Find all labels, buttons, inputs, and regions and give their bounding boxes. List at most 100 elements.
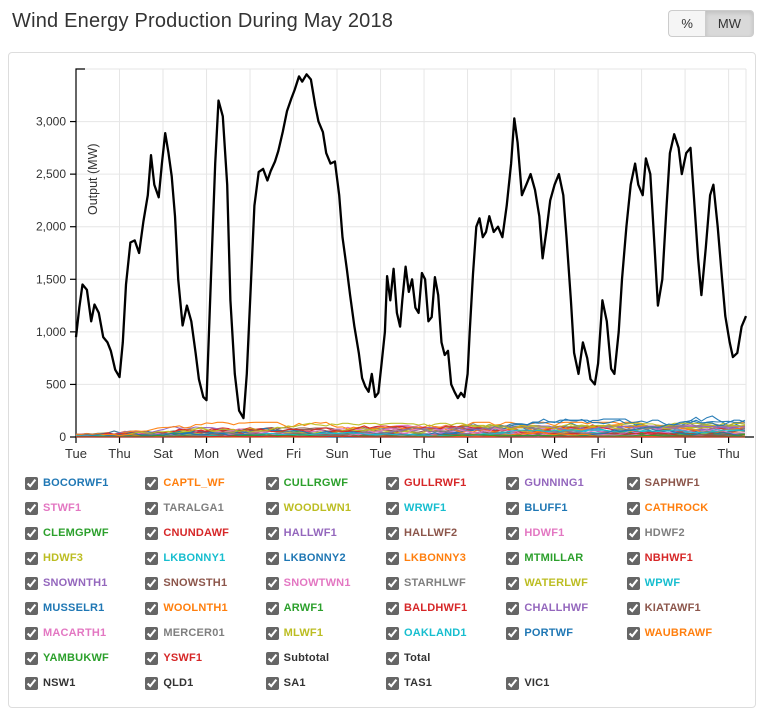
- legend-item-WRWF1[interactable]: WRWF1: [386, 500, 502, 516]
- legend-item-CATHROCK[interactable]: CATHROCK: [626, 500, 743, 516]
- legend-item-Total[interactable]: Total: [386, 650, 502, 666]
- legend-item-SA1[interactable]: SA1: [265, 675, 382, 691]
- legend-checkbox-NSW1[interactable]: [25, 676, 38, 690]
- legend-item-HALLWF2[interactable]: HALLWF2: [386, 525, 502, 541]
- legend-item-SNOWTWN1[interactable]: SNOWTWN1: [265, 575, 382, 591]
- legend-checkbox-WAUBRAWF[interactable]: [626, 626, 640, 640]
- legend-checkbox-HDWF2[interactable]: [626, 526, 640, 540]
- legend-item-SNOWNTH1[interactable]: SNOWNTH1: [25, 575, 141, 591]
- legend-checkbox-PORTWF[interactable]: [506, 626, 520, 640]
- legend-item-CNUNDAWF[interactable]: CNUNDAWF: [145, 525, 261, 541]
- legend-item-WPWF[interactable]: WPWF: [626, 575, 743, 591]
- legend-item-VIC1[interactable]: VIC1: [506, 675, 622, 691]
- legend-checkbox-Total[interactable]: [386, 651, 399, 665]
- legend-item-GUNNING1[interactable]: GUNNING1: [506, 475, 622, 491]
- legend-checkbox-KIATAWF1[interactable]: [626, 601, 640, 615]
- legend-checkbox-MUSSELR1[interactable]: [25, 601, 38, 615]
- legend-checkbox-MTMILLAR[interactable]: [506, 551, 520, 565]
- legend-checkbox-CAPTL_WF[interactable]: [145, 476, 159, 490]
- legend-checkbox-GULLRWF1[interactable]: [386, 476, 399, 490]
- legend-item-HDWF2[interactable]: HDWF2: [626, 525, 743, 541]
- legend-checkbox-LKBONNY2[interactable]: [265, 551, 279, 565]
- legend-checkbox-NBHWF1[interactable]: [626, 551, 640, 565]
- legend-checkbox-HALLWF1[interactable]: [265, 526, 279, 540]
- legend-checkbox-SNOWNTH1[interactable]: [25, 576, 38, 590]
- legend-item-CHALLHWF[interactable]: CHALLHWF: [506, 600, 622, 616]
- legend-checkbox-BLUFF1[interactable]: [506, 501, 520, 515]
- legend-item-TAS1[interactable]: TAS1: [386, 675, 502, 691]
- legend-item-BLUFF1[interactable]: BLUFF1: [506, 500, 622, 516]
- legend-item-MTMILLAR[interactable]: MTMILLAR: [506, 550, 622, 566]
- legend-item-SAPHWF1[interactable]: SAPHWF1: [626, 475, 743, 491]
- legend-item-STWF1[interactable]: STWF1: [25, 500, 141, 516]
- legend-checkbox-YAMBUKWF[interactable]: [25, 651, 38, 665]
- legend-checkbox-QLD1[interactable]: [145, 676, 159, 690]
- legend-checkbox-Subtotal[interactable]: [265, 651, 279, 665]
- unit-percent-button[interactable]: %: [668, 10, 705, 37]
- legend-checkbox-GUNNING1[interactable]: [506, 476, 520, 490]
- legend-checkbox-HALLWF2[interactable]: [386, 526, 399, 540]
- legend-item-TARALGA1[interactable]: TARALGA1: [145, 500, 261, 516]
- legend-checkbox-HDWF3[interactable]: [25, 551, 38, 565]
- legend-checkbox-ARWF1[interactable]: [265, 601, 279, 615]
- legend-item-CLEMGPWF[interactable]: CLEMGPWF: [25, 525, 141, 541]
- legend-item-BOCORWF1[interactable]: BOCORWF1: [25, 475, 141, 491]
- legend-item-SNOWSTH1[interactable]: SNOWSTH1: [145, 575, 261, 591]
- legend-checkbox-WATERLWF[interactable]: [506, 576, 520, 590]
- legend-checkbox-TAS1[interactable]: [386, 676, 399, 690]
- legend-item-MLWF1[interactable]: MLWF1: [265, 625, 382, 641]
- legend-item-CAPTL_WF[interactable]: CAPTL_WF: [145, 475, 261, 491]
- legend-item-CULLRGWF[interactable]: CULLRGWF: [265, 475, 382, 491]
- legend-item-LKBONNY2[interactable]: LKBONNY2: [265, 550, 382, 566]
- legend-checkbox-SNOWTWN1[interactable]: [265, 576, 279, 590]
- legend-checkbox-VIC1[interactable]: [506, 676, 520, 690]
- legend-checkbox-MLWF1[interactable]: [265, 626, 279, 640]
- legend-item-WOODLWN1[interactable]: WOODLWN1: [265, 500, 382, 516]
- legend-item-MACARTH1[interactable]: MACARTH1: [25, 625, 141, 641]
- legend-checkbox-YSWF1[interactable]: [145, 651, 159, 665]
- legend-checkbox-WOOLNTH1[interactable]: [145, 601, 159, 615]
- legend-checkbox-TARALGA1[interactable]: [145, 501, 159, 515]
- legend-item-MERCER01[interactable]: MERCER01: [145, 625, 261, 641]
- legend-checkbox-BOCORWF1[interactable]: [25, 476, 38, 490]
- legend-checkbox-STWF1[interactable]: [25, 501, 38, 515]
- legend-item-WOOLNTH1[interactable]: WOOLNTH1: [145, 600, 261, 616]
- legend-item-YAMBUKWF[interactable]: YAMBUKWF: [25, 650, 141, 666]
- legend-checkbox-CULLRGWF[interactable]: [265, 476, 279, 490]
- legend-checkbox-SA1[interactable]: [265, 676, 279, 690]
- legend-checkbox-CLEMGPWF[interactable]: [25, 526, 38, 540]
- legend-checkbox-CATHROCK[interactable]: [626, 501, 640, 515]
- legend-checkbox-WOODLWN1[interactable]: [265, 501, 279, 515]
- legend-item-YSWF1[interactable]: YSWF1: [145, 650, 261, 666]
- legend-item-PORTWF[interactable]: PORTWF: [506, 625, 622, 641]
- legend-checkbox-STARHLWF[interactable]: [386, 576, 399, 590]
- legend-checkbox-CNUNDAWF[interactable]: [145, 526, 159, 540]
- legend-item-Subtotal[interactable]: Subtotal: [265, 650, 382, 666]
- legend-checkbox-WRWF1[interactable]: [386, 501, 399, 515]
- legend-checkbox-SAPHWF1[interactable]: [626, 476, 640, 490]
- legend-item-KIATAWF1[interactable]: KIATAWF1: [626, 600, 743, 616]
- legend-item-BALDHWF1[interactable]: BALDHWF1: [386, 600, 502, 616]
- legend-checkbox-WPWF[interactable]: [626, 576, 640, 590]
- legend-item-OAKLAND1[interactable]: OAKLAND1: [386, 625, 502, 641]
- legend-item-HDWF1[interactable]: HDWF1: [506, 525, 622, 541]
- legend-item-WAUBRAWF[interactable]: WAUBRAWF: [626, 625, 743, 641]
- legend-checkbox-BALDHWF1[interactable]: [386, 601, 399, 615]
- legend-item-GULLRWF1[interactable]: GULLRWF1: [386, 475, 502, 491]
- legend-item-QLD1[interactable]: QLD1: [145, 675, 261, 691]
- legend-item-WATERLWF[interactable]: WATERLWF: [506, 575, 622, 591]
- legend-item-LKBONNY3[interactable]: LKBONNY3: [386, 550, 502, 566]
- legend-item-LKBONNY1[interactable]: LKBONNY1: [145, 550, 261, 566]
- legend-item-HALLWF1[interactable]: HALLWF1: [265, 525, 382, 541]
- legend-checkbox-LKBONNY3[interactable]: [386, 551, 399, 565]
- legend-item-NBHWF1[interactable]: NBHWF1: [626, 550, 743, 566]
- legend-item-NSW1[interactable]: NSW1: [25, 675, 141, 691]
- legend-checkbox-LKBONNY1[interactable]: [145, 551, 159, 565]
- legend-checkbox-OAKLAND1[interactable]: [386, 626, 399, 640]
- legend-checkbox-SNOWSTH1[interactable]: [145, 576, 159, 590]
- unit-mw-button[interactable]: MW: [704, 10, 754, 37]
- legend-checkbox-MERCER01[interactable]: [145, 626, 159, 640]
- legend-item-HDWF3[interactable]: HDWF3: [25, 550, 141, 566]
- legend-item-MUSSELR1[interactable]: MUSSELR1: [25, 600, 141, 616]
- legend-checkbox-MACARTH1[interactable]: [25, 626, 38, 640]
